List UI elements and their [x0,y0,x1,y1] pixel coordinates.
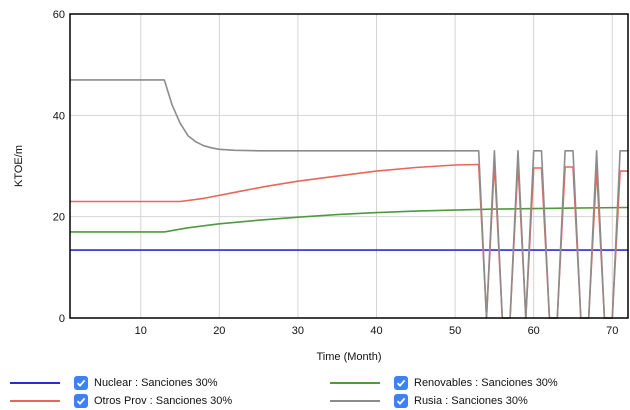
legend-item-otros-prov[interactable]: Otros Prov : Sanciones 30% [10,392,232,410]
legend-label-renovables: Renovables : Sanciones 30% [414,377,558,389]
x-tick-label: 30 [292,325,304,337]
legend-item-renovables[interactable]: Renovables : Sanciones 30% [330,374,558,392]
legend-item-rusia[interactable]: Rusia : Sanciones 30% [330,392,528,410]
checkbox-checked-icon[interactable] [74,394,88,408]
x-axis-title: Time (Month) [317,351,382,363]
legend-swatch-otros-prov [10,400,60,402]
y-tick-label: 0 [59,313,65,325]
legend-item-nuclear[interactable]: Nuclear : Sanciones 30% [10,374,218,392]
legend-swatch-nuclear [10,382,60,384]
y-axis-title: KTOE/m [13,145,25,187]
x-tick-label: 20 [213,325,225,337]
x-tick-label: 50 [449,325,461,337]
y-tick-label: 60 [53,9,65,21]
plot-frame [69,13,629,319]
y-tick-label: 40 [53,110,65,122]
x-tick-label: 70 [606,325,618,337]
legend-swatch-rusia [330,400,380,402]
x-tick-label: 60 [528,325,540,337]
legend-swatch-renovables [330,382,380,384]
checkbox-checked-icon[interactable] [74,376,88,390]
legend: Nuclear : Sanciones 30% Renovables : San… [0,370,630,410]
plot-background [70,14,628,318]
y-tick-label: 20 [53,212,65,224]
series-line-renovables [70,206,629,233]
tick-labels: 10 20 30 40 50 60 70 0 20 40 60 [53,9,619,337]
legend-label-otros-prov: Otros Prov : Sanciones 30% [94,395,233,407]
legend-label-nuclear: Nuclear : Sanciones 30% [94,377,218,389]
legend-label-rusia: Rusia : Sanciones 30% [414,395,528,407]
x-tick-label: 40 [370,325,382,337]
checkbox-checked-icon[interactable] [394,394,408,408]
line-chart: 10 20 30 40 50 60 70 0 20 40 60 Time (Month) KTOE/… [13,9,629,363]
checkbox-checked-icon[interactable] [394,376,408,390]
x-tick-label: 10 [135,325,147,337]
